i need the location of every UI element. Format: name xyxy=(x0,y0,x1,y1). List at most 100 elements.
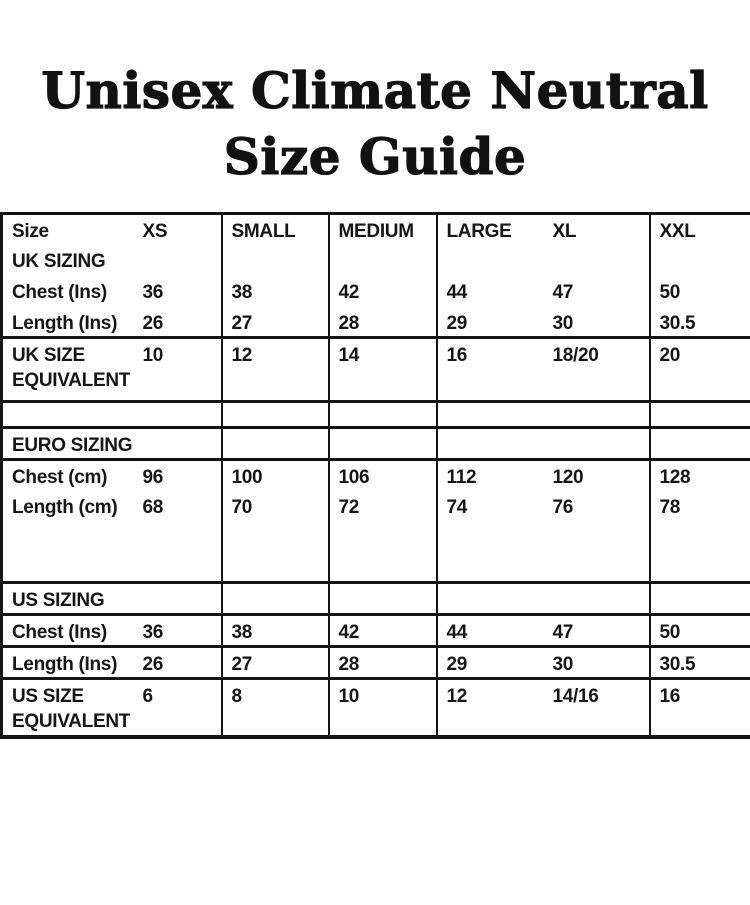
cell-value: 20 xyxy=(649,337,750,403)
empty-cell xyxy=(437,245,544,276)
row-label: UK SIZE EQUIVALENT xyxy=(1,337,134,403)
empty-cell xyxy=(133,427,223,461)
cell-value: 12 xyxy=(436,678,544,739)
spacer-row xyxy=(1,521,750,584)
cell-value: 36 xyxy=(133,614,223,648)
section-row-uk-sizing: UK SIZING xyxy=(2,244,750,276)
row-label: Length (Ins) xyxy=(1,306,134,339)
cell-value: 36 xyxy=(133,275,223,307)
table-row-uk-chest: Chest (Ins) 36 38 42 44 47 50 xyxy=(2,275,750,307)
empty-cell xyxy=(133,401,223,429)
table-row-euro-length: Length (cm) 68 70 72 74 76 78 xyxy=(2,490,750,522)
cell-value: 44 xyxy=(446,281,468,303)
cell-value: 72 xyxy=(328,490,438,522)
cell-value: 38 xyxy=(221,614,330,648)
cell-value: 16 xyxy=(649,678,750,739)
empty-cell xyxy=(1,401,134,429)
empty-cell xyxy=(133,582,223,616)
table-row-us-chest: Chest (Ins) 36 38 42 44 47 50 xyxy=(1,614,750,648)
cell-value: 50 xyxy=(659,281,681,303)
cell-value: 70 xyxy=(221,490,330,522)
cell-value: 10 xyxy=(328,678,438,739)
empty-cell xyxy=(221,582,330,616)
empty-cell xyxy=(328,521,438,584)
empty-cell xyxy=(133,521,223,584)
table-header-row: Size XS SMALL MEDIUM LARGE XL XXL xyxy=(2,213,750,245)
section-row-us-sizing: US SIZING xyxy=(1,582,750,616)
cell-value: 26 xyxy=(133,306,223,339)
empty-cell xyxy=(436,401,544,429)
page-title-line-1: Unisex Climate Neutral xyxy=(41,60,709,120)
size-column-header: XXL xyxy=(659,221,696,242)
cell-value: 14/16 xyxy=(543,678,651,739)
cell-value: 28 xyxy=(328,646,438,680)
cell-value: 78 xyxy=(659,496,681,518)
size-column-header: LARGE xyxy=(446,221,512,242)
cell-value: 6 xyxy=(133,678,223,739)
section-label: EURO SIZING xyxy=(1,427,134,461)
empty-cell xyxy=(543,521,651,584)
row-label: Chest (Ins) xyxy=(12,281,107,303)
cell-value: 30.5 xyxy=(649,646,750,680)
section-label: US SIZING xyxy=(1,582,134,616)
empty-cell xyxy=(650,245,750,276)
table-row-us-size-equivalent: US SIZE EQUIVALENT 6 8 10 12 14/16 16 xyxy=(1,678,750,739)
table-row-uk-size-equivalent: UK SIZE EQUIVALENT 10 12 14 16 18/20 20 xyxy=(1,337,750,403)
cell-value: 26 xyxy=(133,646,223,680)
row-label: Length (cm) xyxy=(12,496,118,518)
empty-cell xyxy=(221,401,330,429)
cell-value: 8 xyxy=(221,678,330,739)
empty-cell xyxy=(221,427,330,461)
cell-value: 76 xyxy=(543,490,651,522)
cell-value: 50 xyxy=(649,614,750,648)
page-title-line-2: Size Guide xyxy=(223,126,527,186)
page-title: Unisex Climate Neutral Size Guide xyxy=(0,58,750,190)
cell-value: 120 xyxy=(543,459,651,491)
empty-cell xyxy=(328,582,438,616)
cell-value: 12 xyxy=(221,337,330,403)
section-label: UK SIZING xyxy=(12,250,106,272)
empty-cell xyxy=(328,427,438,461)
row-label: Chest (cm) xyxy=(12,467,108,488)
row-label: US SIZE EQUIVALENT xyxy=(1,678,134,739)
cell-value: 68 xyxy=(133,490,223,522)
empty-cell xyxy=(649,521,750,584)
cell-value: 28 xyxy=(328,306,438,339)
cell-value: 42 xyxy=(328,275,438,307)
cell-value: 128 xyxy=(659,467,691,488)
empty-cell xyxy=(649,427,750,461)
cell-value: 29 xyxy=(436,646,544,680)
row-label: Length (Ins) xyxy=(1,646,134,680)
empty-cell xyxy=(543,401,651,429)
spacer-row xyxy=(1,401,750,429)
table-row-us-length: Length (Ins) 26 27 28 29 30 30.5 xyxy=(1,646,750,680)
cell-value: 38 xyxy=(221,275,330,307)
section-row-euro-sizing: EURO SIZING xyxy=(1,427,750,461)
empty-cell xyxy=(436,582,544,616)
size-column-header: XS xyxy=(133,213,223,245)
cell-value: 96 xyxy=(133,459,223,491)
cell-value: 30 xyxy=(543,306,651,339)
cell-value: 10 xyxy=(133,337,223,403)
table-row-euro-chest: Chest (cm) 96 100 106 112 120 128 xyxy=(2,459,750,491)
row-label: Chest (Ins) xyxy=(1,614,134,648)
empty-cell xyxy=(543,582,651,616)
empty-cell xyxy=(543,244,651,276)
empty-cell xyxy=(328,401,438,429)
cell-value: 44 xyxy=(436,614,544,648)
empty-cell xyxy=(133,244,223,276)
table-row-uk-length: Length (Ins) 26 27 28 29 30 30.5 xyxy=(1,306,750,339)
empty-cell xyxy=(221,521,330,584)
size-column-header: MEDIUM xyxy=(328,213,438,245)
cell-value: 112 xyxy=(446,467,477,488)
cell-value: 18/20 xyxy=(543,337,651,403)
empty-cell xyxy=(649,582,750,616)
row-label: Size xyxy=(12,221,49,242)
cell-value: 29 xyxy=(436,306,544,339)
size-column-header: XL xyxy=(543,213,651,245)
empty-cell xyxy=(436,427,544,461)
cell-value: 47 xyxy=(543,614,651,648)
empty-cell xyxy=(543,427,651,461)
cell-value: 14 xyxy=(328,337,438,403)
